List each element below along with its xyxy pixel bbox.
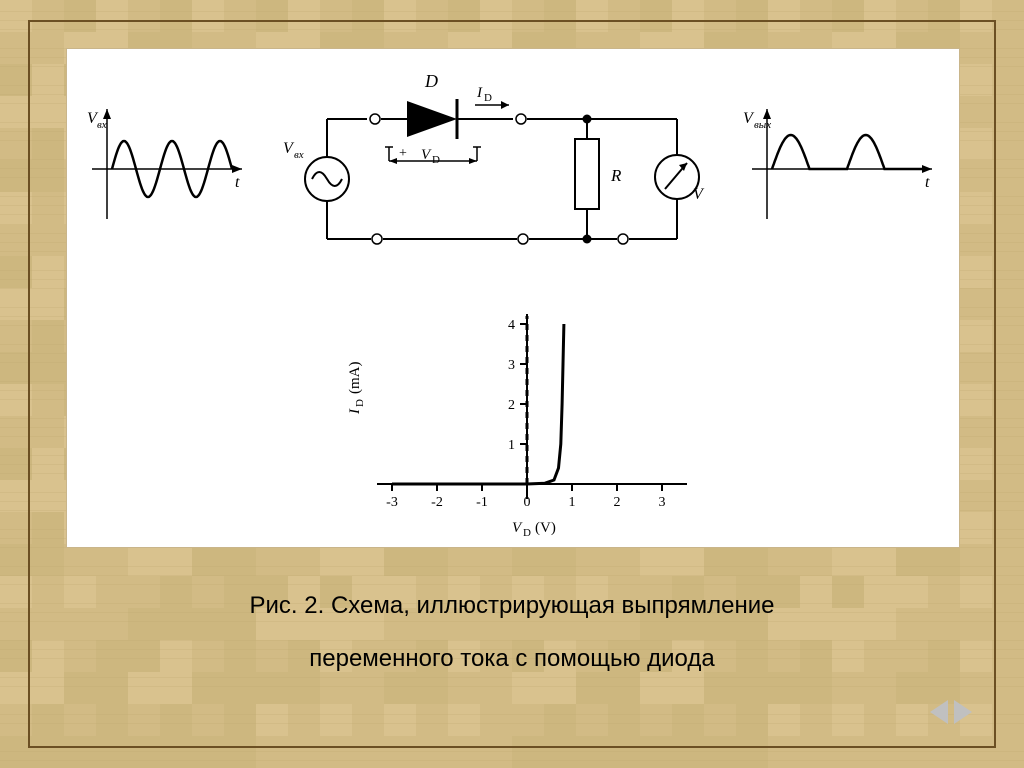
svg-text:вх: вх (97, 119, 107, 131)
svg-text:-1: -1 (476, 495, 488, 510)
svg-text:I: I (347, 408, 363, 415)
figure-caption: Рис. 2. Схема, иллюстрирующая выпрямлени… (0, 580, 1024, 686)
svg-text:+: + (399, 146, 407, 161)
svg-text:-3: -3 (386, 495, 398, 510)
svg-text:D: D (424, 71, 438, 91)
svg-text:4: 4 (508, 318, 515, 333)
circuit-and-waveforms: V вх t V вх (67, 49, 959, 289)
svg-text:D: D (432, 154, 440, 166)
prev-slide-button[interactable] (930, 700, 948, 724)
slide-nav (930, 700, 972, 724)
svg-text:3: 3 (659, 495, 666, 510)
svg-text:t: t (925, 174, 930, 191)
svg-text:D: D (484, 92, 492, 104)
svg-text:(mA): (mA) (347, 362, 363, 395)
svg-text:1: 1 (569, 495, 576, 510)
svg-text:-2: -2 (431, 495, 443, 510)
diode-symbol (407, 99, 457, 139)
svg-text:вых: вых (754, 119, 771, 131)
svg-text:0: 0 (524, 495, 531, 510)
svg-text:V: V (512, 520, 523, 536)
svg-text:R: R (610, 166, 622, 185)
svg-text:D: D (354, 399, 366, 407)
svg-text:D: D (523, 527, 531, 539)
output-waveform: V вых t (743, 109, 932, 219)
caption-line-1: Рис. 2. Схема, иллюстрирующая выпрямлени… (0, 580, 1024, 633)
svg-text:(V): (V) (535, 520, 556, 536)
svg-text:1: 1 (508, 438, 515, 453)
caption-line-2: переменного тока с помощью диода (0, 633, 1024, 686)
iv-characteristic-chart: -3 -2 -1 0 1 2 3 1 2 3 4 V D (V) I D (mA) (67, 294, 959, 544)
svg-text:V: V (693, 186, 705, 203)
voltmeter: V (655, 119, 705, 239)
svg-text:t: t (235, 174, 240, 191)
diagram-panel: V вх t V вх (66, 48, 960, 548)
svg-text:2: 2 (614, 495, 621, 510)
slide: V вх t V вх (0, 0, 1024, 768)
svg-text:вх: вх (294, 149, 304, 161)
next-slide-button[interactable] (954, 700, 972, 724)
rectifier-circuit: V вх D (283, 71, 705, 244)
svg-text:3: 3 (508, 358, 515, 373)
svg-text:2: 2 (508, 398, 515, 413)
resistor (575, 119, 599, 239)
svg-text:I: I (476, 85, 483, 101)
input-waveform: V вх t (87, 109, 242, 219)
